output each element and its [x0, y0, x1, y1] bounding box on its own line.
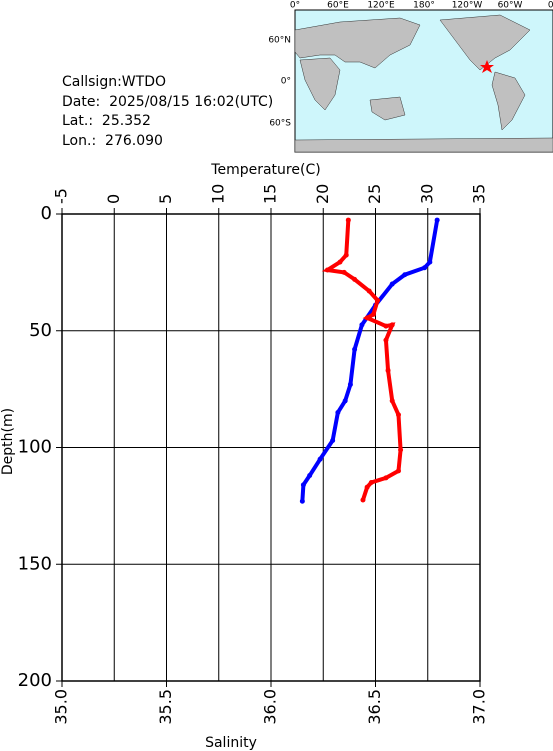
profile-line: [321, 219, 403, 501]
profile-point: [395, 412, 401, 418]
profile-point: [434, 217, 440, 223]
profile-point: [330, 437, 336, 443]
profile-point: [370, 311, 376, 317]
profile-point: [341, 269, 347, 275]
x-tick-label: 35.0: [52, 689, 71, 725]
profile-point: [383, 323, 389, 329]
profile-point: [368, 480, 374, 486]
profile-point: [364, 484, 370, 490]
latitude: Lat.: 25.352: [62, 113, 151, 129]
profile-point: [395, 468, 401, 474]
profile-line: [300, 219, 440, 502]
map-lat-label: 60°S: [269, 119, 291, 129]
profile-point: [364, 315, 370, 321]
map-lon-label: 120°W: [452, 1, 483, 11]
profile-point: [427, 259, 433, 265]
profile-point: [300, 482, 306, 488]
profile-point: [335, 409, 341, 415]
profile-point: [383, 337, 389, 343]
x-tick-label: 35.5: [156, 689, 175, 725]
x-axis-title: Salinity: [205, 735, 257, 751]
map-lon-label: 120°E: [367, 1, 395, 11]
profile-point: [324, 267, 330, 273]
y-axis-title: Depth(m): [0, 408, 16, 475]
profile-point: [347, 381, 353, 387]
longitude: Lon.: 276.090: [62, 133, 163, 149]
x2-tick-label: 25: [365, 184, 384, 204]
x2-tick-label: 30: [417, 184, 436, 204]
y-tick-label: 0: [41, 203, 52, 224]
x2-tick-label: 10: [208, 184, 227, 204]
profile-point: [375, 297, 381, 303]
profile-point: [343, 252, 349, 258]
x2-axis-title: Temperature(C): [210, 162, 320, 178]
map: [294, 9, 553, 153]
profile-point: [422, 265, 428, 271]
profile-point: [337, 259, 343, 265]
profile-point: [317, 456, 323, 462]
map-lon-label: 0°: [548, 1, 553, 11]
x-tick-label: 37.0: [470, 689, 489, 725]
profile-point: [360, 497, 366, 503]
continents: [294, 14, 553, 153]
map-lat-label: 60°N: [268, 36, 291, 46]
profile-point: [352, 346, 358, 352]
profile-point: [402, 272, 408, 278]
date: Date: 2025/08/15 16:02(UTC): [62, 94, 273, 110]
profile-point: [389, 322, 395, 328]
callsign: Callsign:WTDO: [62, 74, 166, 90]
map-lon-label: 60°E: [327, 1, 349, 11]
x2-tick-label: 0: [104, 194, 123, 204]
x-tick-label: 36.5: [365, 689, 384, 725]
plot-frame: [61, 213, 481, 682]
y-tick-label: 150: [18, 553, 52, 574]
profile-point: [307, 473, 313, 479]
y-tick-label: 200: [18, 670, 52, 691]
x2-tick-label: 35: [470, 184, 489, 204]
x2-tick-label: 20: [313, 184, 332, 204]
profile-point: [383, 475, 389, 481]
station-marker: [480, 60, 494, 73]
profile-point: [398, 447, 404, 453]
map-lon-label: 60°W: [498, 1, 523, 11]
map-lat-label: 0°: [281, 77, 291, 87]
y-tick-label: 100: [18, 437, 52, 458]
x2-tick-label: 15: [261, 184, 280, 204]
map-lon-label: 0°: [290, 1, 300, 11]
profile-point: [389, 281, 395, 287]
x2-tick-label: -5: [52, 188, 71, 204]
x-tick-label: 36.0: [261, 689, 280, 725]
profile-point: [345, 217, 351, 223]
y-tick-label: 50: [29, 320, 52, 341]
profile-point: [366, 288, 372, 294]
profile-point: [299, 498, 305, 504]
profile-point: [352, 276, 358, 282]
profile-point: [359, 322, 365, 328]
x2-tick-label: 5: [156, 194, 175, 204]
profile-point: [342, 398, 348, 404]
map-lon-label: 180°: [413, 1, 435, 11]
profile-point: [385, 367, 391, 373]
profile-point: [389, 398, 395, 404]
